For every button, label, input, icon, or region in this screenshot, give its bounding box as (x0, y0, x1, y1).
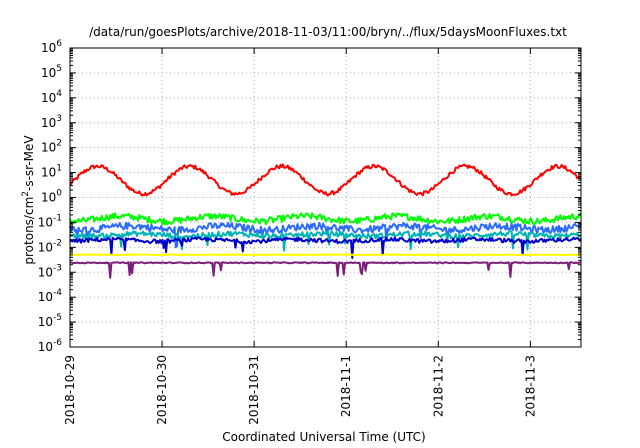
y-tick-label: 103 (41, 114, 62, 130)
x-tick-label: 2018-11-3 (523, 355, 537, 417)
y-tick-label: 10-3 (38, 263, 62, 279)
x-tick-label: 2018-11-2 (431, 355, 445, 417)
plot-frame (69, 47, 582, 348)
x-tick-label: 2018-10-31 (247, 355, 261, 425)
x-tick-label: 2018-10-29 (63, 355, 77, 425)
y-tick-label: 10-1 (38, 213, 62, 229)
series-line (69, 230, 582, 252)
y-axis-label-sup: 2 (21, 191, 31, 197)
series-line (69, 163, 582, 197)
axes: 2018-10-29 2018-10-30 2018-10-31 2018-11-1 2… (38, 39, 582, 425)
series-layer (69, 163, 582, 279)
y-tick-label: 104 (41, 89, 62, 105)
y-tick-label: 100 (41, 189, 62, 205)
x-axis-label: Coordinated Universal Time (UTC) (222, 430, 425, 444)
y-tick-label: 10-6 (38, 338, 63, 354)
y-tick-label: 10-5 (38, 313, 62, 329)
y-axis-label-tail: -s-sr-MeV (22, 135, 36, 191)
y-tick-label: 101 (41, 164, 62, 180)
y-axis-label-main: protons/cm (22, 197, 36, 265)
series-line (69, 261, 582, 279)
x-tick-label: 2018-10-30 (155, 355, 169, 425)
grid (70, 48, 581, 347)
series-line (69, 221, 582, 249)
y-tick-label: 102 (41, 139, 62, 155)
y-axis-label: protons/cm2-s-sr-MeV (21, 135, 36, 265)
series-line (69, 212, 582, 226)
y-tick-label: 105 (41, 64, 62, 80)
x-tick-label: 2018-11-1 (339, 355, 353, 417)
y-tick-label: 10-2 (38, 238, 62, 254)
y-tick-label: 10-4 (38, 288, 63, 304)
chart-title: /data/run/goesPlots/archive/2018-11-03/1… (89, 25, 567, 39)
series-line (69, 236, 582, 259)
series-line (69, 253, 581, 257)
y-tick-label: 106 (41, 39, 62, 55)
